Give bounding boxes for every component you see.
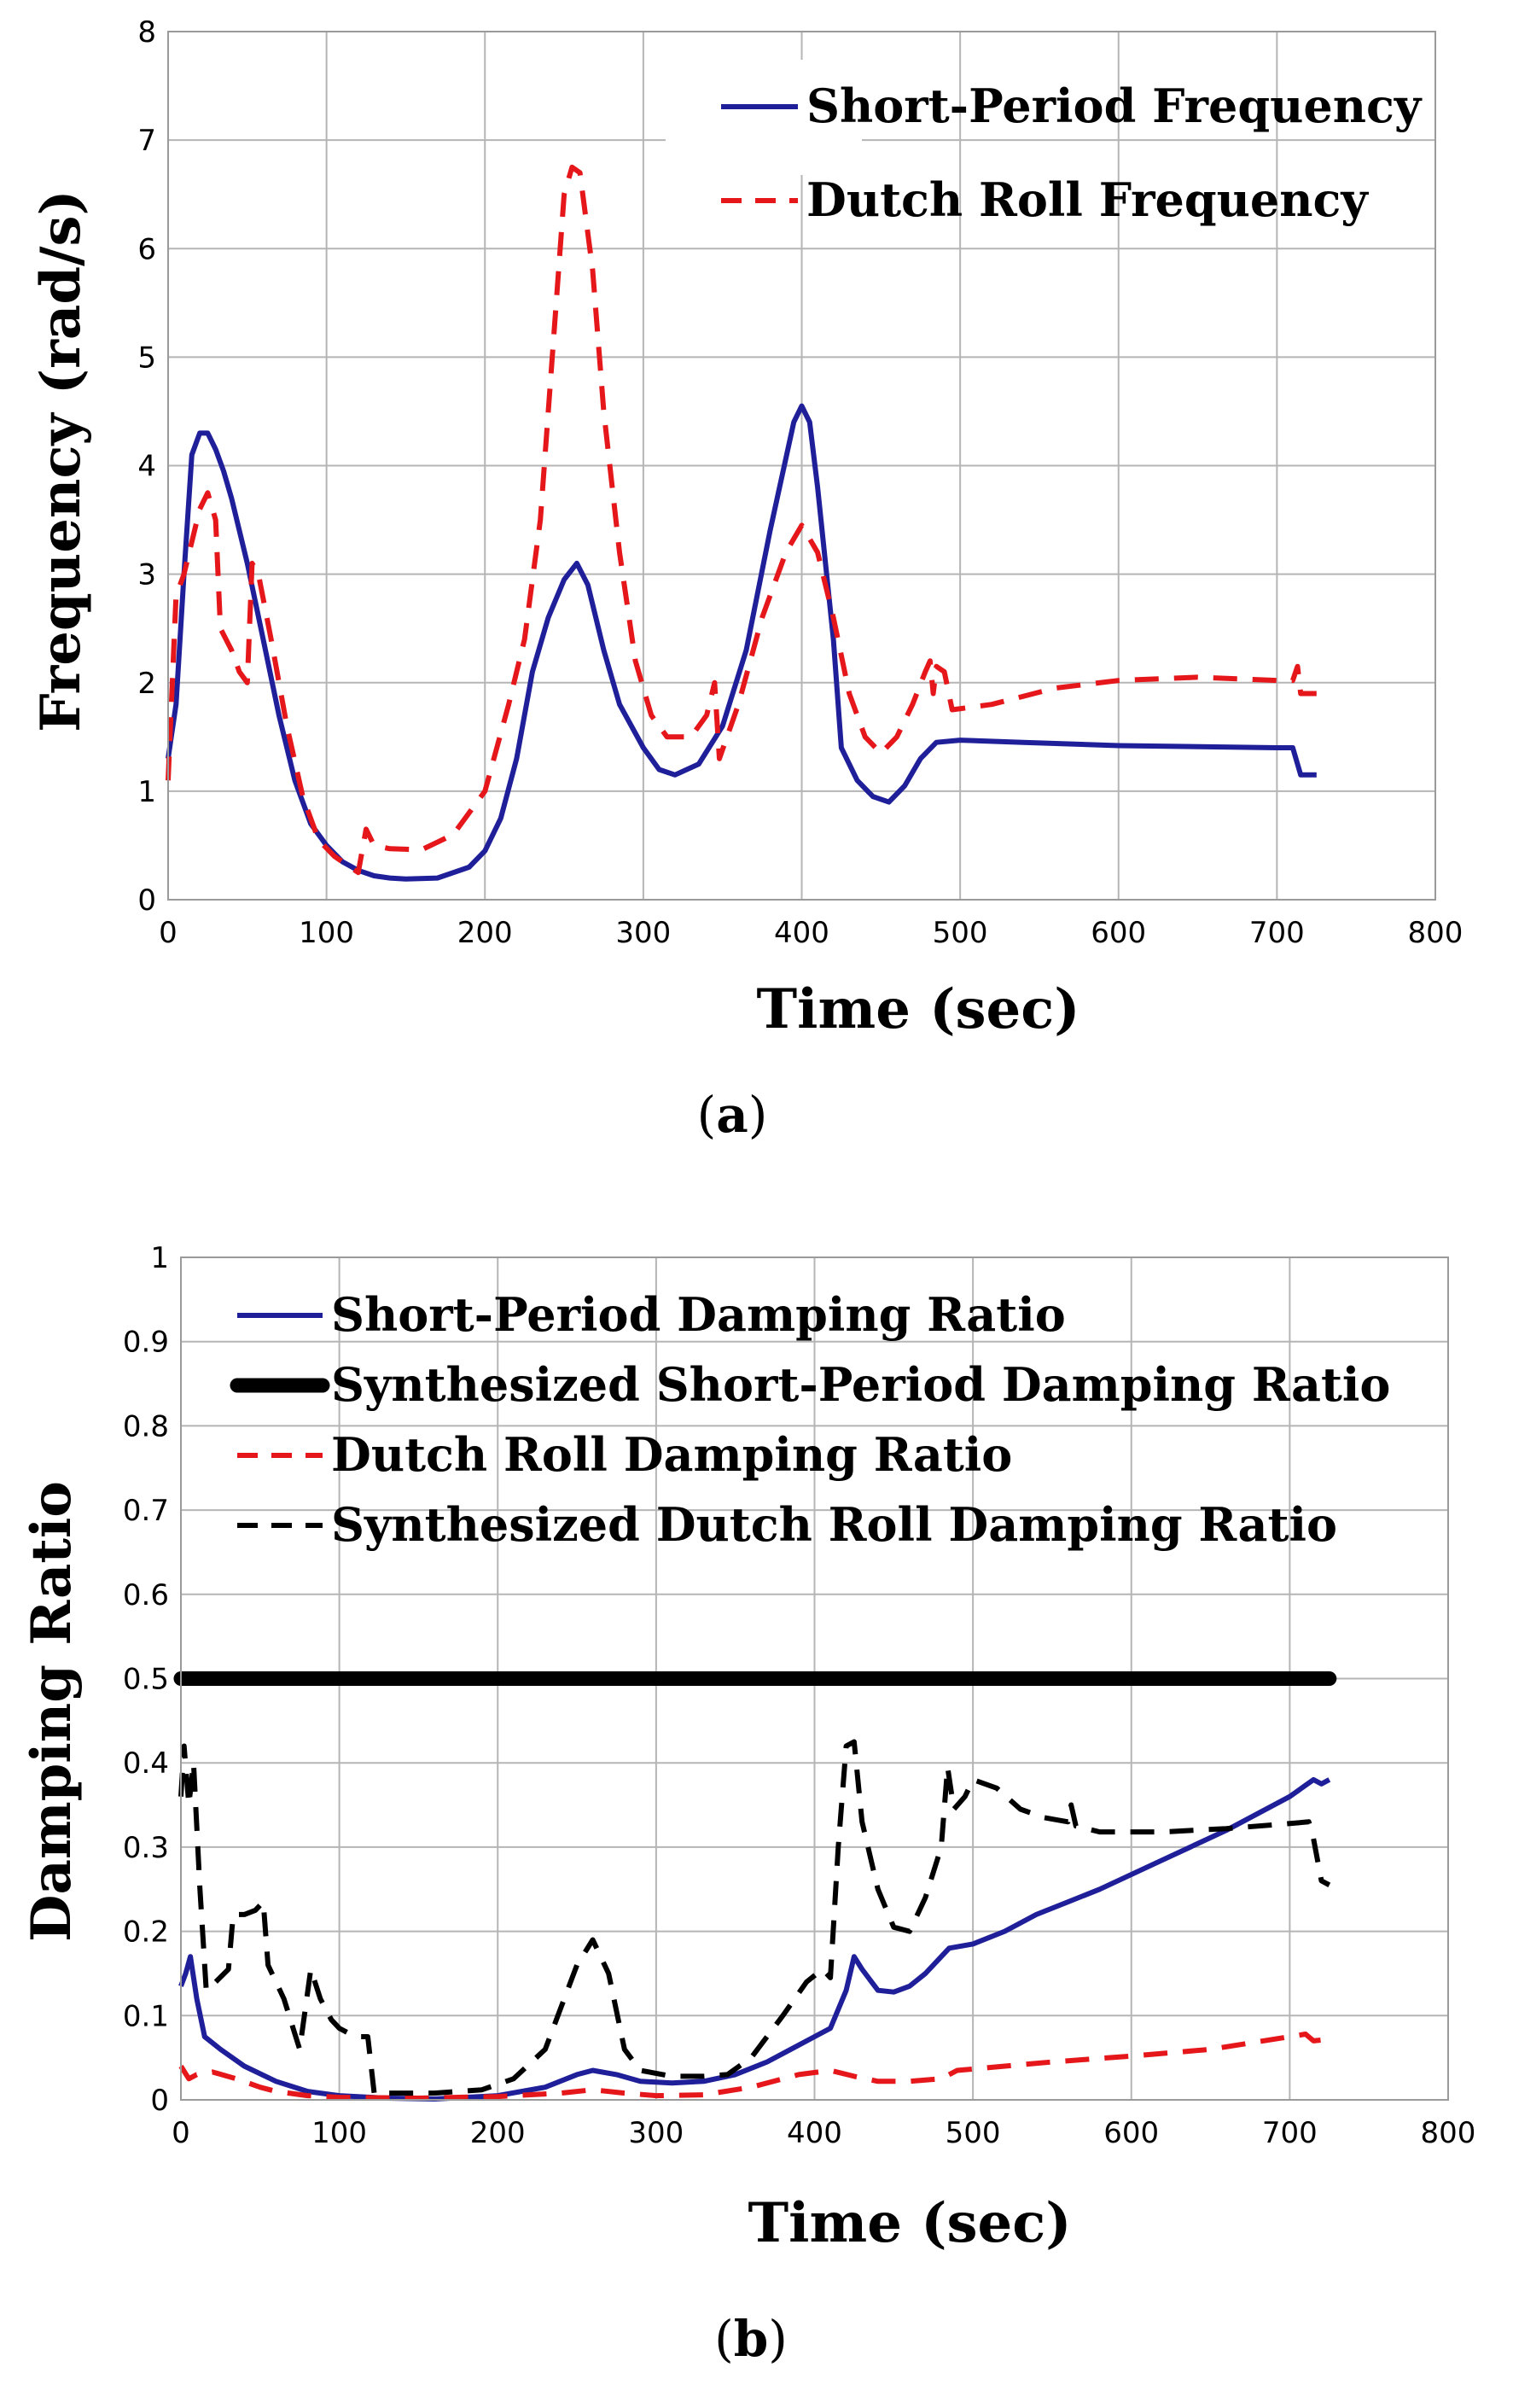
x-tick-label: 500: [946, 2116, 1001, 2150]
chart-a-x-axis-title: Time (sec): [757, 977, 1080, 1041]
x-tick-label: 100: [311, 2116, 367, 2150]
y-tick-label: 0.7: [123, 1494, 169, 1528]
series-line-short-period-frequency: [166, 403, 1317, 882]
series-line-dutch-roll-frequency: [166, 164, 1317, 876]
chart-a-x-tick-labels: 0 100 200 300 400 500 600 700 800: [159, 916, 1463, 950]
x-tick-label: 800: [1421, 2116, 1476, 2150]
chart-b-caption: (b): [714, 2310, 788, 2368]
x-tick-label: 600: [1091, 916, 1146, 950]
chart-b-plot-frame: [180, 1256, 1449, 2101]
chart-a-caption: (a): [697, 1086, 768, 1144]
chart-b-y-axis-title: Damping Ratio: [20, 1481, 84, 1942]
x-tick-label: 300: [615, 916, 671, 950]
chart-b: 0 100 200 300 400 500 600 700 800 00.10.20.30.40…: [20, 1241, 1475, 2368]
legend-label: Synthesized Dutch Roll Damping Ratio: [331, 1497, 1337, 1552]
chart-a-series-lines: [166, 164, 1317, 882]
y-tick-label: 8: [137, 15, 156, 50]
y-tick-label: 0.5: [123, 1663, 169, 1697]
series-line-synthesized-dutch-roll-damping-ratio: [178, 1739, 1331, 2096]
y-tick-label: 4: [137, 450, 156, 484]
y-tick-label: 0.8: [123, 1409, 169, 1443]
y-tick-label: 6: [137, 232, 156, 266]
chart-b-x-axis-title: Time (sec): [748, 2191, 1072, 2255]
chart-b-y-tick-labels: 0 0.1 0.2 0.3 0.4 0.5 0.6 0.7 0.8 0.9 1: [123, 1241, 169, 2118]
legend-label: Short-Period Damping Ratio: [331, 1287, 1066, 1342]
x-tick-label: 500: [933, 916, 988, 950]
chart-a-y-axis-title: Frequency (rad/s): [29, 189, 93, 732]
chart-b-series-lines: [173, 1671, 1337, 2102]
y-tick-label: 0.4: [123, 1746, 169, 1781]
x-tick-label: 700: [1262, 2116, 1318, 2150]
x-tick-label: 300: [628, 2116, 684, 2150]
chart-b-x-tick-labels: 0 100 200 300 400 500 600 700 800: [172, 2116, 1475, 2150]
y-tick-label: 0.6: [123, 1578, 169, 1612]
y-tick-label: 0.1: [123, 1999, 169, 2033]
x-tick-label: 0: [172, 2116, 190, 2150]
y-tick-label: 0: [150, 2084, 169, 2118]
chart-a-legend: Short-Period Frequency Dutch Roll Frequen…: [721, 79, 1423, 227]
y-tick-label: 0.2: [123, 1915, 169, 1950]
y-tick-label: 0.9: [123, 1326, 169, 1360]
x-tick-label: 100: [299, 916, 354, 950]
chart-b-legend: Short-Period Damping Ratio Synthesized Sh…: [230, 1287, 1390, 1552]
legend-label: Dutch Roll Frequency: [806, 172, 1369, 227]
series-line-dutch-roll-damping-ratio: [178, 2032, 1330, 2101]
x-tick-label: 700: [1249, 916, 1305, 950]
y-tick-label: 2: [137, 667, 156, 701]
x-tick-label: 600: [1103, 2116, 1159, 2150]
x-tick-label: 200: [470, 2116, 526, 2150]
y-tick-label: 0: [137, 883, 156, 918]
x-tick-label: 800: [1408, 916, 1464, 950]
legend-label: Dutch Roll Damping Ratio: [331, 1427, 1012, 1482]
series-line-short-period-damping-ratio: [178, 1776, 1331, 2102]
y-tick-label: 3: [137, 558, 156, 592]
chart-a: 0 100 200 300 400 500 600 700 800 0 1 2 3 4 5 6 7 8 Shor…: [29, 15, 1463, 1144]
chart-a-y-tick-labels: 0 1 2 3 4 5 6 7 8: [137, 15, 156, 918]
y-tick-label: 5: [137, 341, 156, 375]
x-tick-label: 200: [457, 916, 513, 950]
y-tick-label: 7: [137, 124, 156, 158]
legend-label: Short-Period Frequency: [806, 79, 1423, 133]
y-tick-label: 1: [150, 1241, 169, 1275]
y-tick-label: 0.3: [123, 1831, 169, 1865]
x-tick-label: 400: [787, 2116, 842, 2150]
y-tick-label: 1: [137, 775, 156, 809]
legend-label: Synthesized Short-Period Damping Ratio: [331, 1357, 1390, 1412]
chart-a-plot-frame: [167, 31, 1436, 901]
x-tick-label: 0: [159, 916, 177, 950]
x-tick-label: 400: [774, 916, 829, 950]
